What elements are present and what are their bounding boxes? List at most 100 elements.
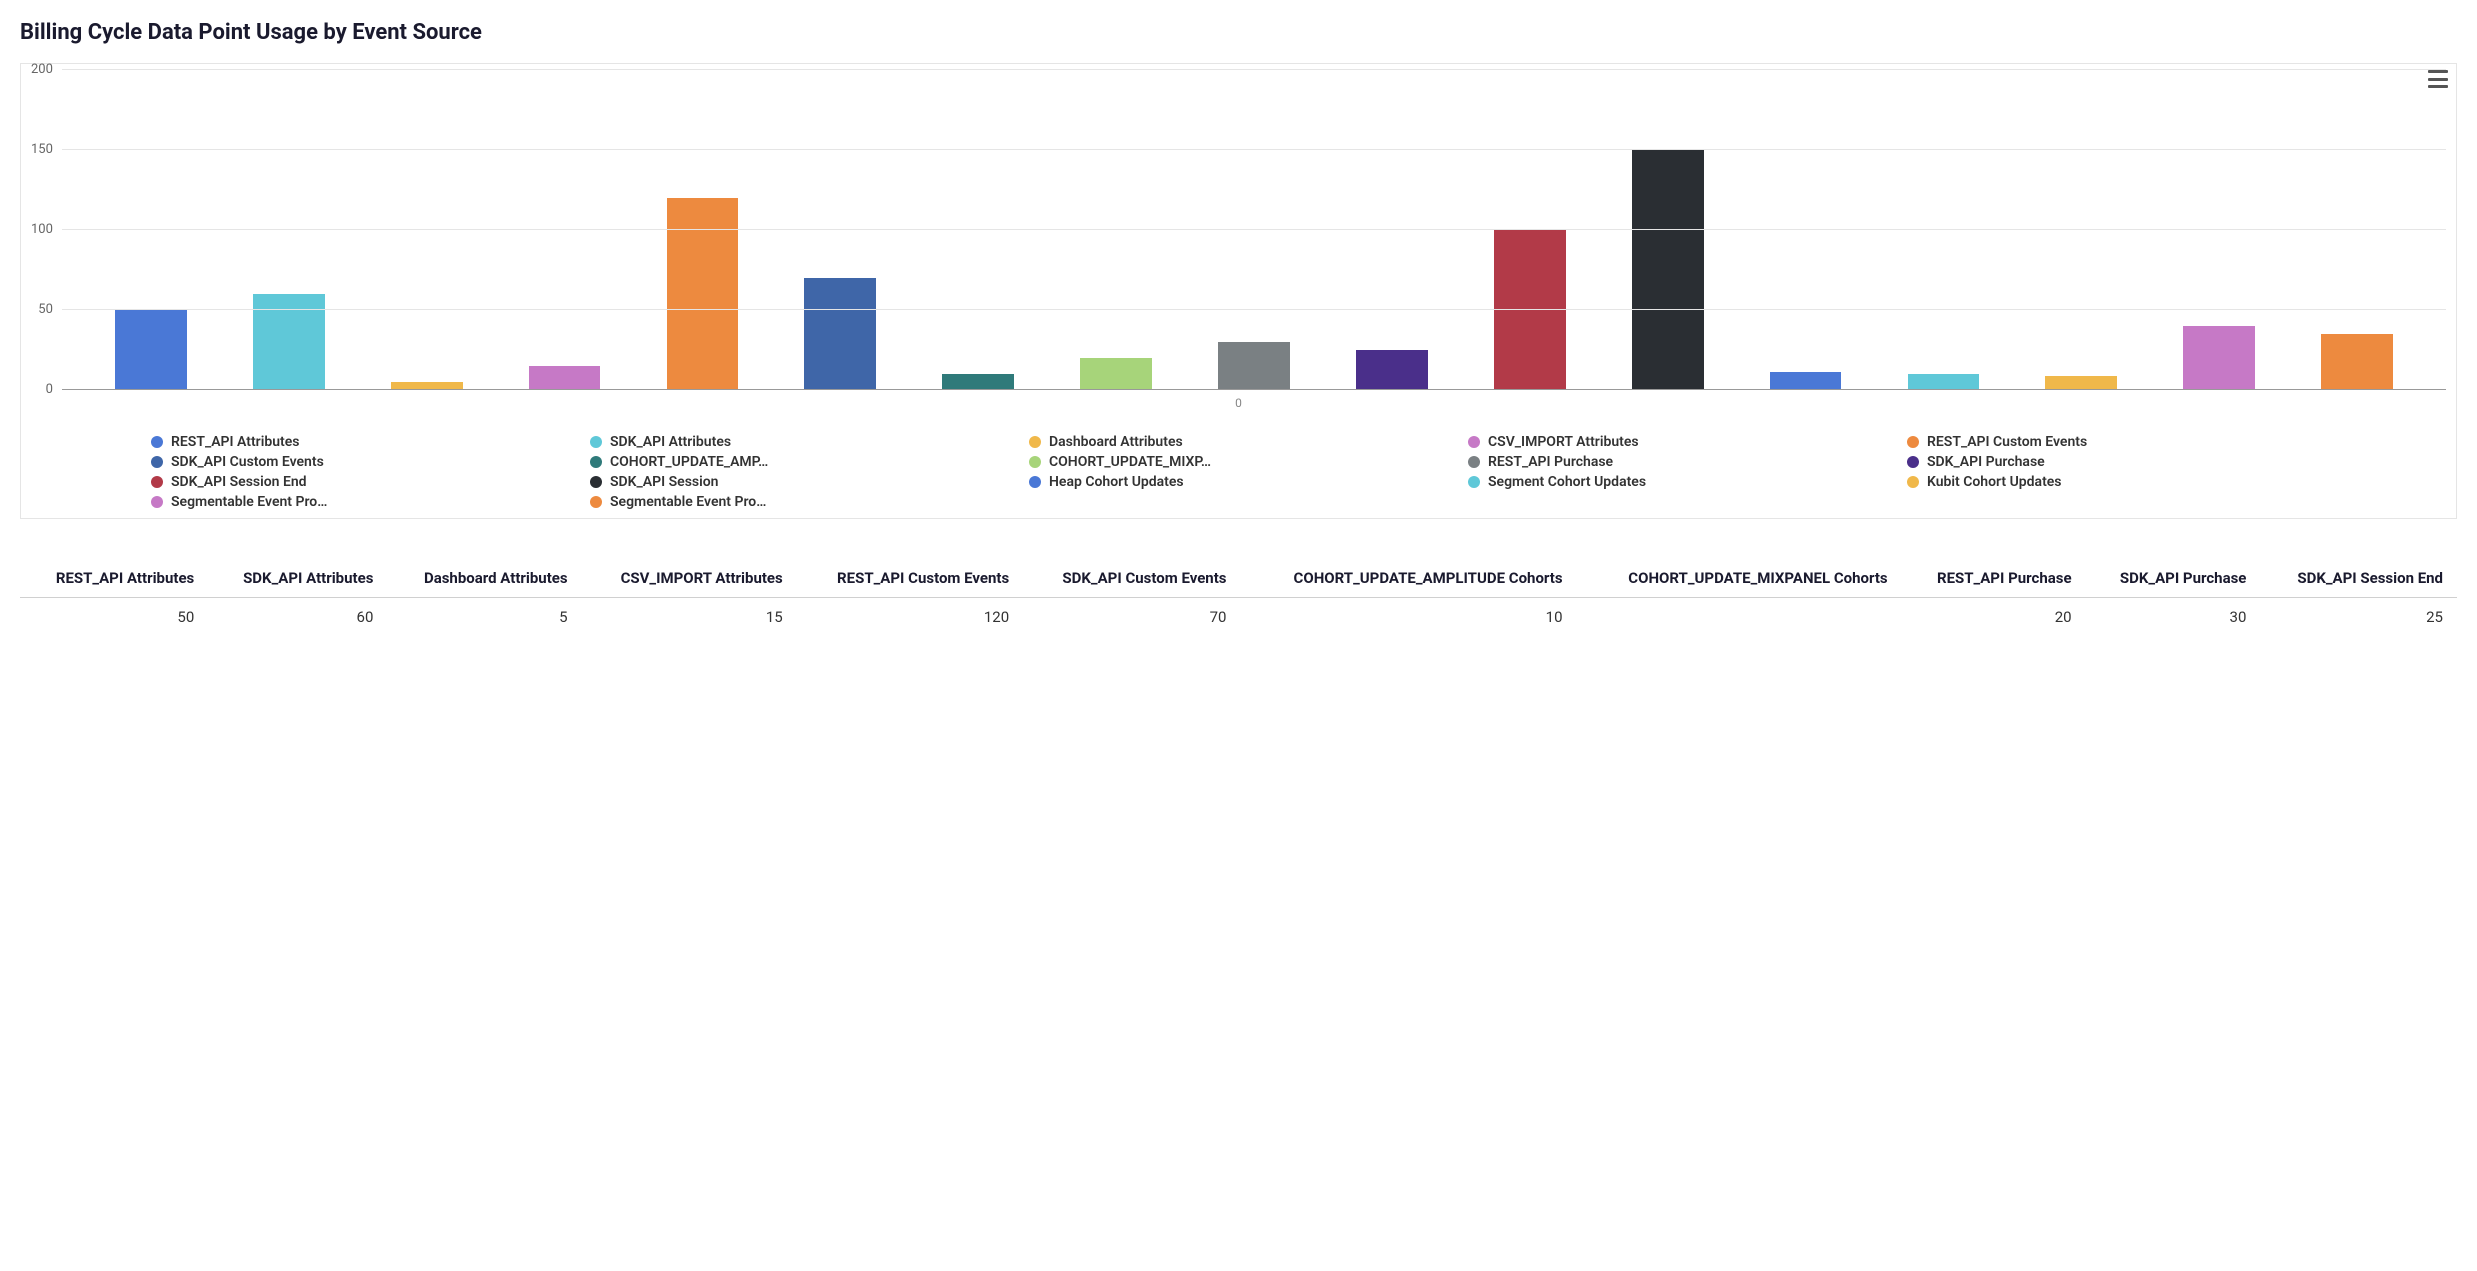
legend-item[interactable]: Heap Cohort Updates [1029,474,1448,490]
bars-container [62,70,2446,390]
bar[interactable] [1218,342,1290,390]
bar-slot [1047,70,1185,390]
bar[interactable] [115,310,187,390]
bar-slot [2150,70,2288,390]
legend-swatch [590,496,602,508]
table-cell: 20 [1902,598,2086,637]
legend-label: SDK_API Custom Events [171,454,324,470]
legend-label: COHORT_UPDATE_AMP… [610,454,768,470]
bar[interactable] [667,198,739,390]
legend-label: SDK_API Attributes [610,434,731,450]
table-body: 50605151207010203025 [20,598,2457,637]
legend-label: REST_API Custom Events [1927,434,2087,450]
bar[interactable] [2321,334,2393,390]
legend-item[interactable]: COHORT_UPDATE_MIXP… [1029,454,1448,470]
table-cell: 50 [20,598,208,637]
data-table: REST_API AttributesSDK_API AttributesDas… [20,559,2457,636]
legend-item[interactable]: Kubit Cohort Updates [1907,474,2326,490]
bar-slot [633,70,771,390]
bar[interactable] [804,278,876,390]
legend-label: SDK_API Purchase [1927,454,2045,470]
table-column-header: SDK_API Session End [2260,559,2457,598]
bar-slot [1737,70,1875,390]
legend-label: COHORT_UPDATE_MIXP… [1049,454,1211,470]
bar-slot [496,70,634,390]
data-table-wrap[interactable]: REST_API AttributesSDK_API AttributesDas… [20,559,2457,636]
plot-wrap: 200150100500 [31,70,2446,390]
legend-label: REST_API Purchase [1488,454,1613,470]
legend-item[interactable]: SDK_API Purchase [1907,454,2326,470]
bar-slot [1323,70,1461,390]
legend-label: Segment Cohort Updates [1488,474,1646,490]
legend-label: Segmentable Event Pro… [610,494,766,510]
table-column-header: COHORT_UPDATE_AMPLITUDE Cohorts [1241,559,1577,598]
table-column-header: REST_API Attributes [20,559,208,598]
bar[interactable] [2183,326,2255,390]
legend-item[interactable]: SDK_API Session [590,474,1009,490]
bar-slot [1875,70,2013,390]
x-center-label: 0 [31,396,2446,410]
bar[interactable] [2045,376,2117,390]
table-column-header: SDK_API Purchase [2086,559,2261,598]
bar-slot [1599,70,1737,390]
legend-label: Dashboard Attributes [1049,434,1183,450]
bar-slot [1185,70,1323,390]
table-column-header: REST_API Custom Events [797,559,1023,598]
bar[interactable] [1908,374,1980,390]
table-cell: 70 [1023,598,1240,637]
bar-slot [909,70,1047,390]
table-cell: 25 [2260,598,2457,637]
bar[interactable] [1770,372,1842,390]
table-cell: 10 [1241,598,1577,637]
table-row: 50605151207010203025 [20,598,2457,637]
table-header-row: REST_API AttributesSDK_API AttributesDas… [20,559,2457,598]
bar-slot [2012,70,2150,390]
legend-item[interactable]: REST_API Attributes [151,434,570,450]
table-column-header: SDK_API Custom Events [1023,559,1240,598]
bar-slot [771,70,909,390]
gridline [62,229,2446,230]
table-column-header: Dashboard Attributes [387,559,581,598]
bar[interactable] [529,366,601,390]
legend-swatch [1029,476,1041,488]
legend-item[interactable]: Dashboard Attributes [1029,434,1448,450]
legend-label: Heap Cohort Updates [1049,474,1184,490]
legend-item[interactable]: SDK_API Attributes [590,434,1009,450]
legend-swatch [151,496,163,508]
bar[interactable] [942,374,1014,390]
legend-label: Kubit Cohort Updates [1927,474,2062,490]
legend-item[interactable]: SDK_API Session End [151,474,570,490]
legend-item[interactable]: Segmentable Event Pro… [151,494,570,510]
bar[interactable] [1494,230,1566,390]
legend-item[interactable]: Segment Cohort Updates [1468,474,1887,490]
legend-item[interactable]: REST_API Custom Events [1907,434,2326,450]
legend-item[interactable]: CSV_IMPORT Attributes [1468,434,1887,450]
legend-item[interactable]: COHORT_UPDATE_AMP… [590,454,1009,470]
bar[interactable] [1080,358,1152,390]
bar[interactable] [1632,150,1704,390]
legend-swatch [1468,476,1480,488]
legend-item[interactable]: SDK_API Custom Events [151,454,570,470]
legend-label: SDK_API Session [610,474,718,490]
legend-swatch [1907,436,1919,448]
y-axis: 200150100500 [31,70,61,390]
legend-item[interactable]: Segmentable Event Pro… [590,494,1009,510]
legend-swatch [1907,456,1919,468]
legend-swatch [1468,436,1480,448]
legend-item[interactable]: REST_API Purchase [1468,454,1887,470]
legend-swatch [1029,436,1041,448]
legend-swatch [1468,456,1480,468]
page-title: Billing Cycle Data Point Usage by Event … [20,20,2457,45]
bar[interactable] [1356,350,1428,390]
legend: REST_API Attributes SDK_API Attributes Das… [31,434,2446,510]
table-cell: 15 [582,598,797,637]
table-cell [1577,598,1902,637]
legend-swatch [590,436,602,448]
legend-swatch [1907,476,1919,488]
table-column-header: COHORT_UPDATE_MIXPANEL Cohorts [1577,559,1902,598]
bar-slot [82,70,220,390]
table-column-header: SDK_API Attributes [208,559,387,598]
x-baseline [62,389,2446,390]
legend-swatch [151,476,163,488]
gridline [62,69,2446,70]
